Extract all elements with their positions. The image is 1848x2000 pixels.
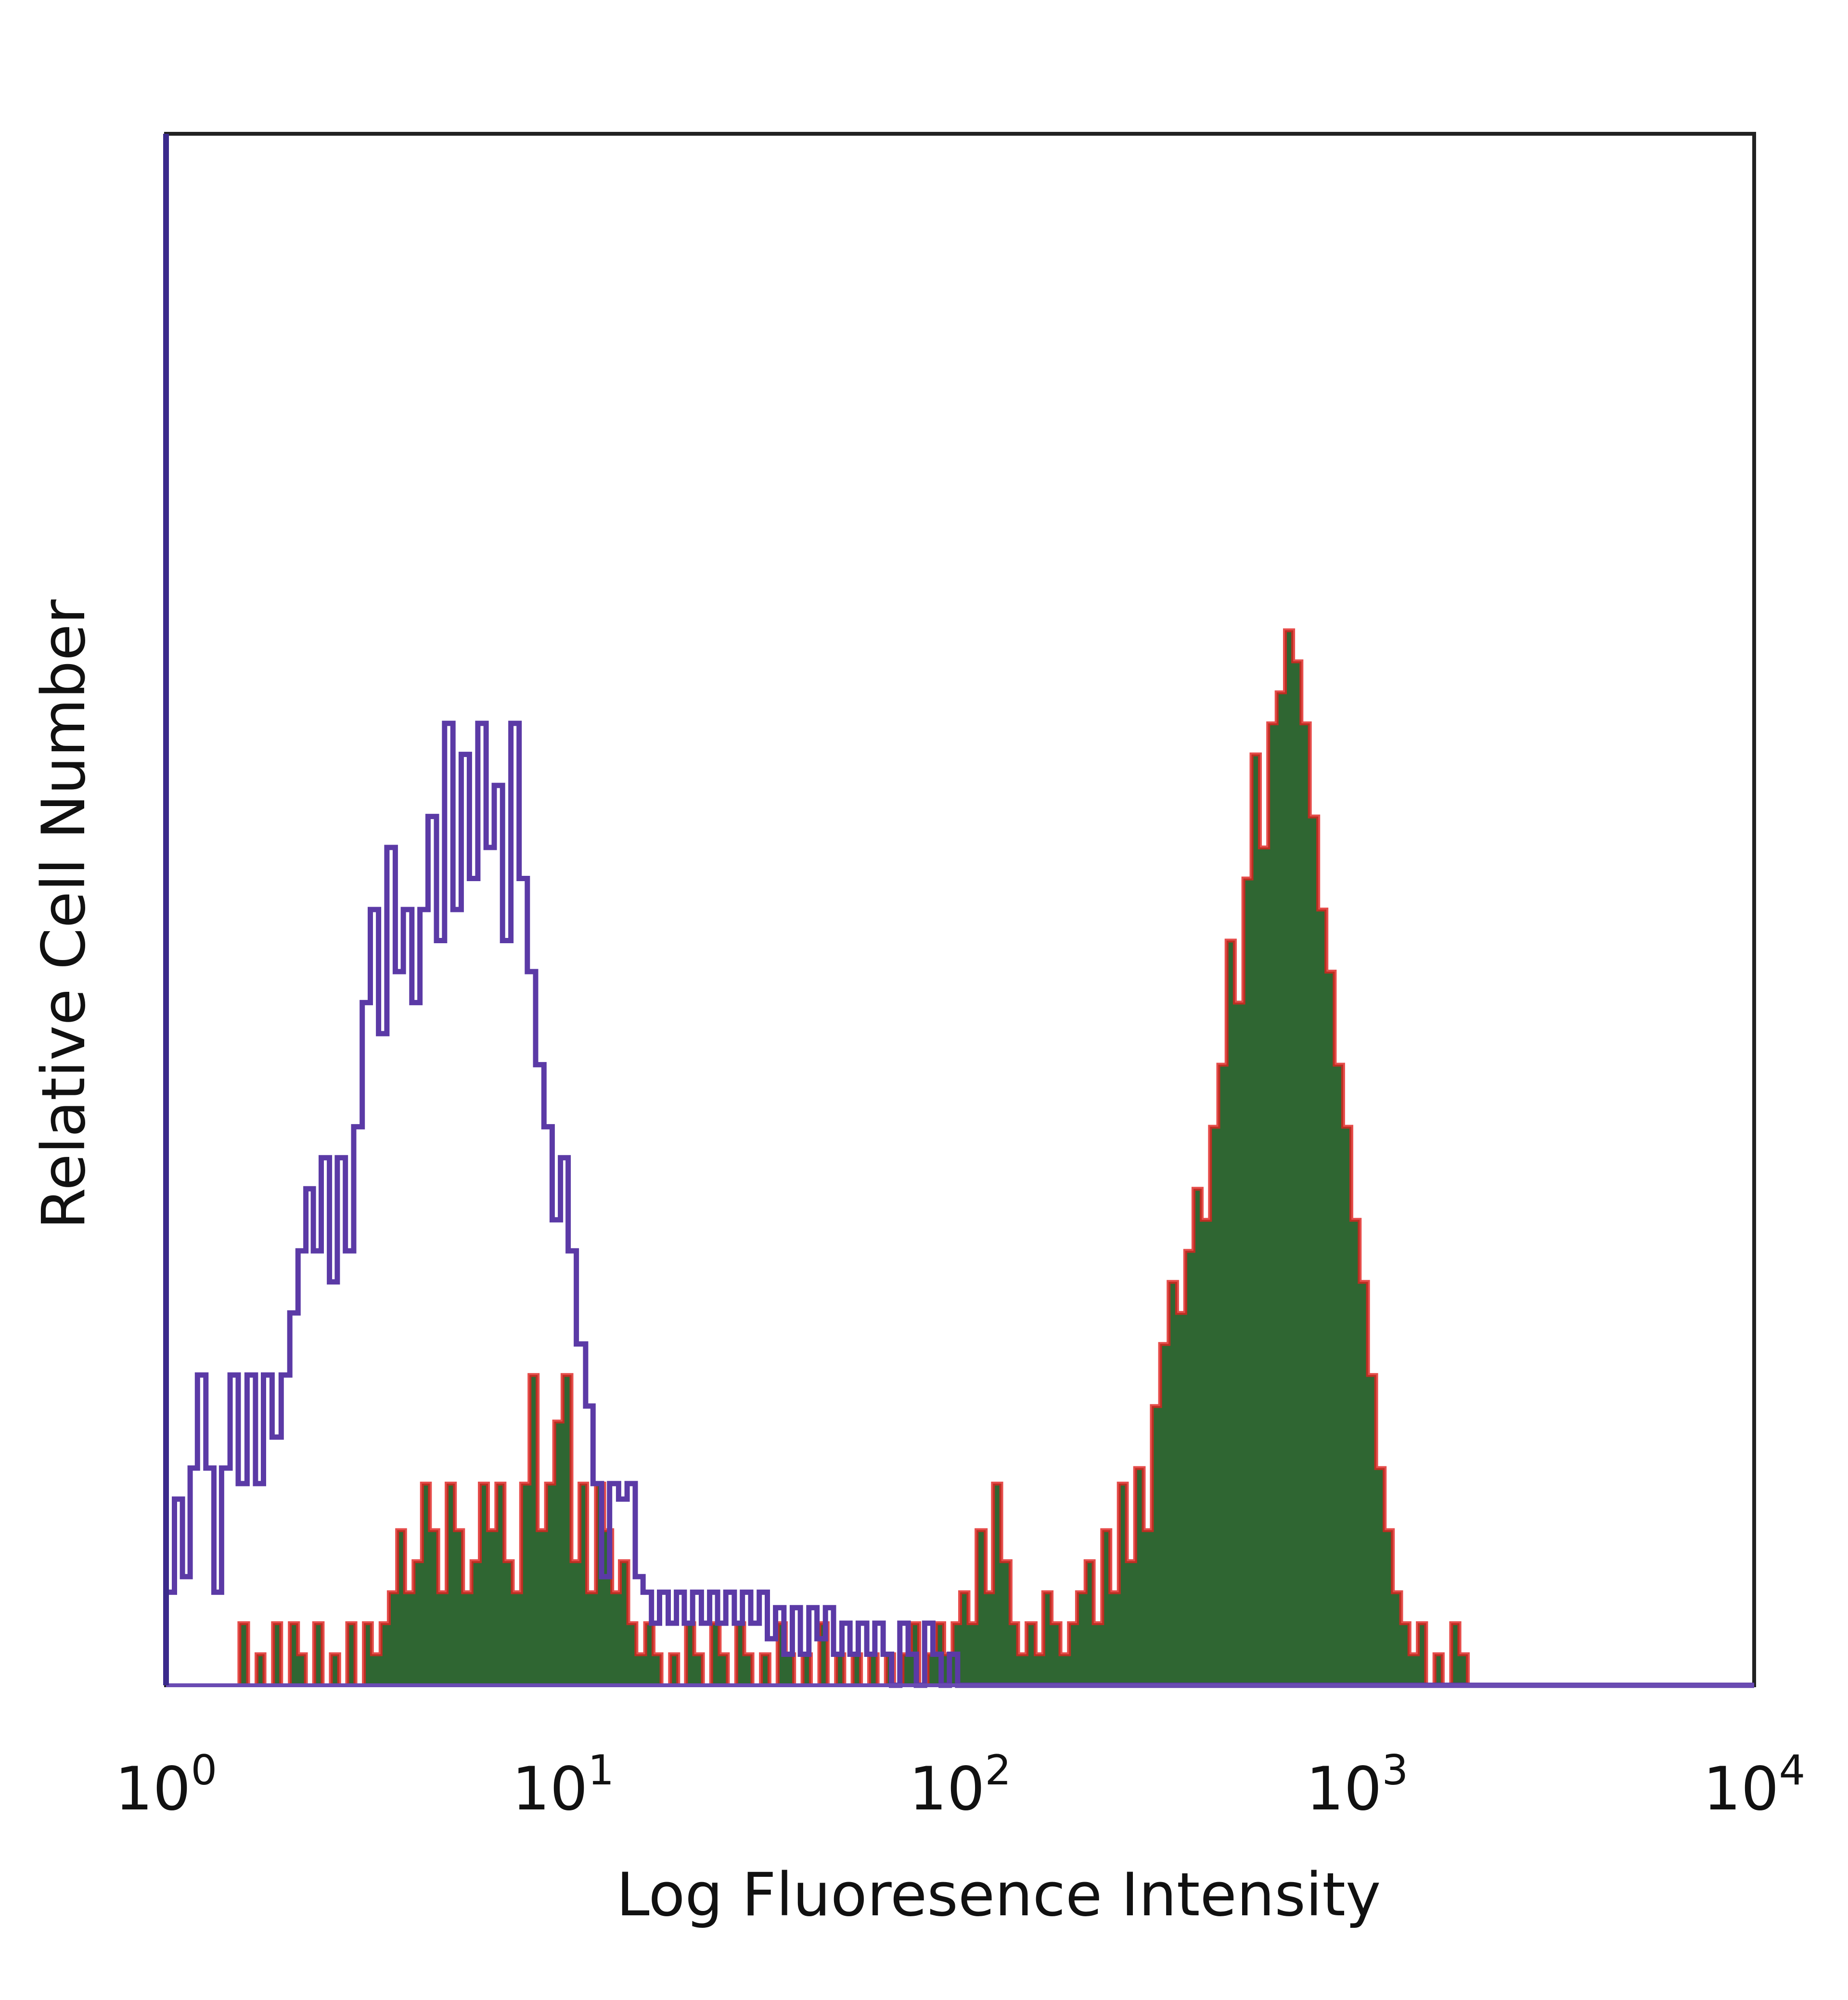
x-tick-labels: 100 101 102 103 104 (115, 1746, 1806, 1824)
x-tick-label-0: 100 (115, 1746, 218, 1824)
x-tick-label-1: 101 (512, 1746, 615, 1824)
x-tick-label-3: 103 (1306, 1746, 1409, 1824)
x-tick-label-4: 104 (1703, 1746, 1806, 1824)
histogram-outline-series-0 (163, 720, 1754, 1688)
x-axis-title: Log Fluoresence Intensity (616, 1860, 1381, 1930)
series-layer (163, 134, 1754, 1688)
y-axis-title: Relative Cell Number (29, 600, 99, 1230)
x-tick-label-2: 102 (909, 1746, 1012, 1824)
